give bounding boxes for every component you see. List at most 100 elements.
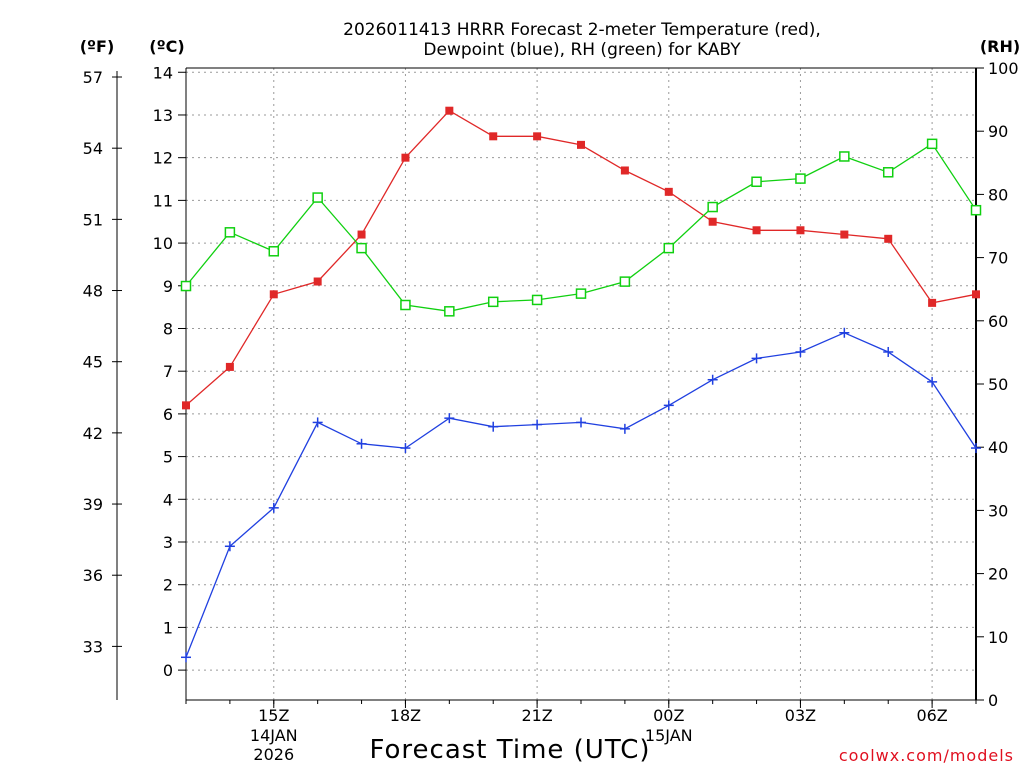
data-point: [839, 327, 850, 338]
data-point: [619, 423, 630, 434]
data-point: [357, 230, 366, 239]
rh-tick-label: 20: [988, 565, 1008, 584]
data-point: [620, 166, 629, 175]
data-point: [532, 419, 543, 430]
data-point: [971, 443, 981, 454]
celsius-tick-label: 7: [163, 362, 173, 381]
data-point: [839, 151, 850, 162]
rh-tick-label: 100: [988, 59, 1019, 78]
fahrenheit-unit-label: (ºF): [80, 37, 115, 56]
data-point: [312, 417, 323, 428]
fahrenheit-tick-label: 45: [83, 353, 103, 372]
celsius-tick-label: 6: [163, 405, 173, 424]
data-point: [531, 294, 543, 306]
data-point: [883, 346, 894, 357]
celsius-tick-label: 11: [153, 191, 173, 210]
data-point: [795, 346, 806, 357]
fahrenheit-tick-label: 39: [83, 495, 103, 514]
data-point: [488, 421, 499, 432]
celsius-tick-label: 1: [163, 618, 173, 637]
data-point: [928, 298, 937, 307]
celsius-tick-label: 13: [153, 106, 173, 125]
data-point: [840, 230, 849, 239]
rh-tick-label: 0: [988, 691, 998, 710]
x-date-label: 15JAN: [645, 726, 693, 745]
data-point: [577, 140, 585, 149]
series-line: [185, 109, 977, 406]
data-point: [312, 192, 323, 203]
axes: [116, 67, 977, 701]
x-tick-label: 18Z: [390, 706, 421, 725]
credit-text: coolwx.com/models: [839, 746, 1014, 765]
fahrenheit-tick-label: 57: [83, 68, 103, 87]
series-line: [185, 332, 977, 658]
x-tick-label: 00Z: [653, 706, 684, 725]
data-point: [663, 242, 675, 254]
data-point: [225, 362, 234, 371]
data-point: [926, 138, 938, 150]
x-tick-label: 03Z: [785, 706, 816, 725]
rh-tick-label: 60: [988, 312, 1008, 331]
data-series: [180, 106, 982, 663]
data-point: [751, 176, 762, 188]
x-tick-label: 06Z: [916, 706, 947, 725]
data-point: [663, 400, 674, 411]
data-point: [180, 280, 192, 292]
data-point: [882, 167, 894, 178]
celsius-tick-label: 3: [163, 533, 173, 552]
data-point: [356, 242, 367, 254]
x-tick-label: 15Z: [258, 706, 289, 725]
data-point: [884, 234, 893, 243]
x-axis-label: Forecast Time (UTC): [369, 735, 650, 765]
celsius-tick-label: 14: [153, 63, 173, 82]
celsius-tick-label: 5: [163, 448, 173, 467]
data-point: [181, 652, 191, 663]
x-date-label: 14JAN: [250, 726, 298, 745]
fahrenheit-tick-label: 42: [83, 424, 103, 443]
rh-tick-label: 70: [988, 249, 1008, 268]
x-date-label: 2026: [253, 745, 294, 764]
data-point: [224, 227, 236, 238]
data-point: [795, 173, 806, 184]
fahrenheit-tick-label: 54: [83, 139, 103, 158]
fahrenheit-tick-label: 33: [83, 637, 103, 656]
data-point: [707, 374, 718, 385]
data-point: [575, 288, 587, 299]
rh-tick-label: 10: [988, 628, 1008, 647]
data-point: [533, 132, 542, 141]
series-2-meter-temperature: [182, 106, 980, 410]
data-point: [487, 296, 499, 308]
celsius-tick-label: 12: [153, 149, 173, 168]
rh-tick-label: 30: [988, 501, 1008, 520]
rh-tick-label: 40: [988, 438, 1008, 457]
series-rh: [180, 138, 982, 317]
rh-tick-label: 80: [988, 185, 1008, 204]
fahrenheit-tick-label: 51: [83, 210, 103, 229]
data-point: [664, 187, 673, 196]
celsius-tick-label: 2: [163, 576, 173, 595]
data-point: [313, 277, 322, 286]
data-point: [400, 443, 411, 454]
chart-title-line-1: 2026011413 HRRR Forecast 2-meter Tempera…: [343, 20, 821, 40]
data-point: [489, 132, 498, 141]
data-point: [707, 201, 718, 213]
chart-title: 2026011413 HRRR Forecast 2-meter Tempera…: [343, 20, 821, 60]
data-point: [268, 246, 280, 257]
data-point: [401, 153, 410, 162]
celsius-tick-label: 9: [163, 277, 173, 296]
data-point: [224, 541, 235, 552]
data-point: [356, 438, 367, 449]
x-tick-label: 21Z: [521, 706, 552, 725]
rh-unit-label: (RH): [980, 37, 1020, 56]
series-dewpoint: [181, 327, 981, 663]
data-point: [970, 204, 982, 216]
chart-title-line-2: Dewpoint (blue), RH (green) for KABY: [423, 40, 741, 60]
data-point: [972, 290, 980, 299]
data-point: [619, 276, 631, 287]
data-point: [752, 226, 761, 235]
data-point: [708, 217, 717, 226]
grid-lines: [186, 68, 976, 700]
series-line: [185, 142, 977, 312]
data-point: [444, 413, 455, 424]
